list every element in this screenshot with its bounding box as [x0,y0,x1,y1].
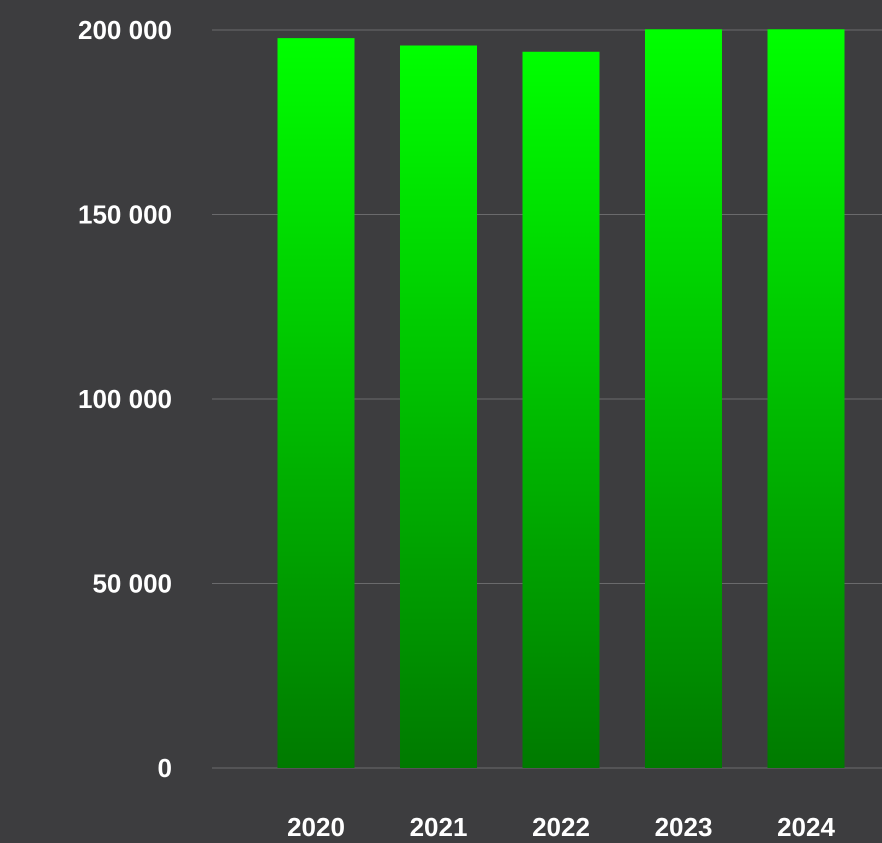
x-tick-label-2024: 2024 [777,812,835,842]
x-tick-label-2023: 2023 [655,812,713,842]
x-axis-tick-labels: 2020 2021 2022 2023 2024 [287,812,835,842]
x-tick-label-2022: 2022 [532,812,590,842]
bar-2022 [522,51,600,769]
bar-2024 [767,29,845,768]
bar-2020 [277,38,355,769]
bar-2021 [400,45,477,769]
y-tick-label-1: 50 000 [92,569,172,599]
x-tick-label-2020: 2020 [287,812,345,842]
bars [277,29,845,769]
y-tick-label-2: 100 000 [78,384,172,414]
y-axis-tick-labels: 0 50 000 100 000 150 000 200 000 [78,15,172,783]
y-tick-label-4: 200 000 [78,15,172,45]
x-tick-label-2021: 2021 [410,812,468,842]
y-tick-label-3: 150 000 [78,200,172,230]
bar-2023 [645,29,722,768]
y-tick-label-0: 0 [158,753,172,783]
